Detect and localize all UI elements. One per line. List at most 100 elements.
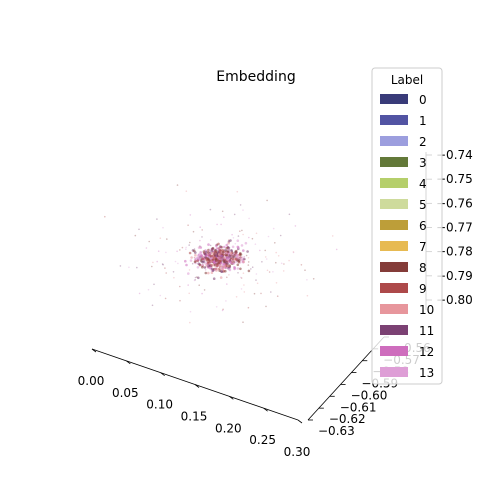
scatter-point xyxy=(188,251,192,255)
scatter-point xyxy=(215,244,218,247)
scatter-point xyxy=(153,283,155,286)
scatter-point xyxy=(165,251,167,254)
x-tick-mark xyxy=(229,396,234,400)
scatter-point xyxy=(227,264,230,268)
scatter-point xyxy=(188,269,191,271)
scatter-point xyxy=(209,239,212,241)
legend-swatch xyxy=(380,262,408,272)
scatter-point xyxy=(236,190,239,193)
scatter-point xyxy=(193,279,196,282)
scatter-point xyxy=(242,321,244,324)
scatter-point xyxy=(255,273,258,275)
scatter-point xyxy=(238,258,241,262)
scatter-point xyxy=(209,208,212,211)
scatter-point xyxy=(288,213,291,216)
scatter-point xyxy=(260,292,262,295)
scatter-point xyxy=(216,264,219,267)
scatter-point xyxy=(247,269,251,273)
scatter-point xyxy=(251,237,254,240)
scatter-point xyxy=(189,321,191,324)
scatter-point xyxy=(156,218,158,220)
scatter-point xyxy=(225,261,228,265)
scatter-point xyxy=(189,259,193,262)
scatter-point xyxy=(235,255,239,259)
legend-label: 2 xyxy=(419,135,427,149)
scatter-point xyxy=(151,265,153,268)
scatter-point xyxy=(237,235,240,237)
legend-swatch xyxy=(380,199,408,209)
scatter-point xyxy=(201,265,204,269)
scatter-point xyxy=(232,237,235,239)
scatter-point xyxy=(275,282,278,284)
scatter-point xyxy=(209,266,212,269)
scatter-point xyxy=(239,253,243,256)
scatter-point xyxy=(222,260,226,264)
scatter-point xyxy=(197,262,200,266)
scatter-point xyxy=(194,258,197,261)
scatter-point xyxy=(152,261,154,264)
scatter-point xyxy=(210,249,214,253)
scatter-point xyxy=(228,255,231,258)
scatter-point xyxy=(202,260,206,263)
scatter-point xyxy=(256,282,259,285)
scatter-point xyxy=(185,246,187,249)
scatter-point xyxy=(221,248,224,252)
scatter-point xyxy=(157,250,160,252)
x-tick-label: 0.10 xyxy=(146,398,173,412)
scatter-point xyxy=(221,266,224,270)
scatter-point xyxy=(134,234,137,237)
legend-swatch xyxy=(380,157,408,167)
scatter-point xyxy=(243,257,246,261)
scatter-point xyxy=(203,266,207,269)
scatter-point xyxy=(238,256,241,260)
scatter-point xyxy=(200,259,203,262)
scatter-point xyxy=(237,272,239,274)
scatter-point xyxy=(205,258,209,261)
scatter-point xyxy=(181,246,184,249)
scatter-point xyxy=(266,199,268,202)
scatter-point xyxy=(230,251,233,254)
x-tick-mark xyxy=(297,419,303,424)
scatter-point xyxy=(247,264,250,266)
scatter-point xyxy=(211,258,215,262)
scatter-point xyxy=(172,271,175,273)
legend-label: 5 xyxy=(419,198,427,212)
scatter-point xyxy=(274,242,276,244)
legend-label: 1 xyxy=(419,114,427,128)
scatter-point xyxy=(253,292,256,295)
scatter-point xyxy=(275,251,278,254)
scatter-point xyxy=(216,223,218,226)
legend-swatch xyxy=(380,94,408,104)
x-tick-mark xyxy=(263,407,268,412)
scatter-point xyxy=(213,268,217,271)
legend-swatch xyxy=(380,325,408,335)
scatter-point xyxy=(270,291,272,293)
scatter-point xyxy=(207,251,210,254)
scatter-point xyxy=(207,271,210,275)
x-tick-label: 0.20 xyxy=(215,421,242,435)
scatter-point xyxy=(190,256,193,259)
scatter-point xyxy=(218,260,221,264)
scatter-point xyxy=(187,284,189,286)
scatter-point xyxy=(221,309,224,312)
scatter-point xyxy=(230,249,233,252)
scatter-point xyxy=(210,271,214,275)
scatter-point xyxy=(224,266,228,270)
x-tick-label: 0.25 xyxy=(249,433,276,447)
scatter-point xyxy=(243,284,245,286)
scatter-point xyxy=(215,306,218,308)
legend-swatch xyxy=(380,283,408,293)
scatter-point xyxy=(209,257,213,260)
legend-label: 7 xyxy=(419,240,427,254)
legend-label: 9 xyxy=(419,282,427,296)
scatter-point xyxy=(306,294,309,297)
scatter-point xyxy=(212,261,216,264)
scatter-point xyxy=(164,267,166,269)
scatter-point xyxy=(228,260,231,263)
scatter-point xyxy=(246,250,249,253)
scatter-point xyxy=(228,253,231,256)
scatter-point xyxy=(220,245,223,249)
scatter-point xyxy=(206,264,209,267)
scatter-point xyxy=(104,215,106,218)
